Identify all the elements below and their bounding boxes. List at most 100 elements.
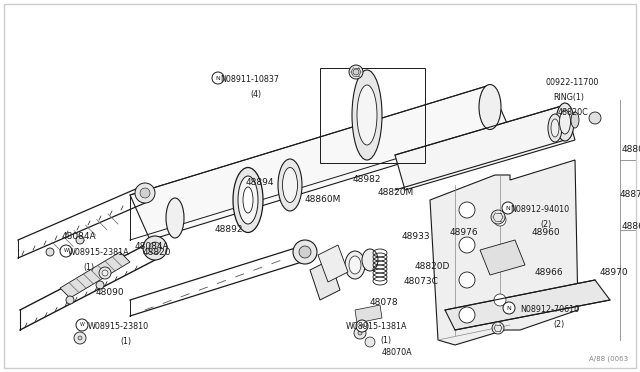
Ellipse shape [243,187,253,213]
Text: (2): (2) [540,220,551,229]
Text: (1): (1) [380,336,391,345]
Circle shape [356,320,368,332]
Text: 48860M: 48860M [305,195,341,204]
Text: 48870C: 48870C [620,190,640,199]
Ellipse shape [559,110,570,134]
Circle shape [491,210,505,224]
Text: 48892: 48892 [215,225,243,234]
Ellipse shape [233,167,263,232]
Text: 48860: 48860 [622,222,640,231]
Text: W08915-23810: W08915-23810 [88,322,149,331]
Circle shape [74,332,86,344]
Text: 48960: 48960 [532,228,561,237]
Text: 48078: 48078 [370,298,399,307]
Text: (4): (4) [250,90,261,99]
Text: 48090: 48090 [96,288,125,297]
Circle shape [365,337,375,347]
Circle shape [102,270,108,276]
Text: 48933: 48933 [402,232,431,241]
Text: 48820C: 48820C [558,108,589,117]
Circle shape [149,242,161,254]
Circle shape [459,272,475,288]
Circle shape [502,202,514,214]
Ellipse shape [479,84,501,129]
Circle shape [349,65,363,79]
Circle shape [494,214,506,226]
Circle shape [140,188,150,198]
Ellipse shape [357,85,377,145]
Bar [315,220,490,365]
Text: 48084A: 48084A [62,232,97,241]
Polygon shape [430,160,578,345]
Circle shape [494,294,506,306]
Polygon shape [395,105,575,190]
Text: (1): (1) [120,337,131,346]
Text: 48820: 48820 [143,248,172,257]
Circle shape [494,254,506,266]
Text: N: N [507,305,511,311]
Text: 48820M: 48820M [378,188,414,197]
Polygon shape [60,252,130,298]
Ellipse shape [551,119,559,137]
Ellipse shape [278,159,302,211]
Circle shape [459,307,475,323]
Ellipse shape [166,198,184,238]
Text: 48084A: 48084A [135,242,170,251]
Text: W08915-2381A: W08915-2381A [68,248,130,257]
Ellipse shape [238,176,258,224]
Ellipse shape [282,167,298,202]
Text: 48970: 48970 [600,268,628,277]
Circle shape [212,72,224,84]
Polygon shape [480,240,525,275]
Circle shape [46,248,54,256]
Text: 48820D: 48820D [415,262,451,271]
Ellipse shape [362,249,378,271]
Circle shape [96,281,104,289]
Text: 48982: 48982 [353,175,381,184]
Circle shape [459,202,475,218]
Circle shape [589,112,601,124]
Ellipse shape [352,70,382,160]
Polygon shape [445,280,610,330]
Bar [105,65,525,250]
Polygon shape [310,260,340,300]
Ellipse shape [548,114,562,142]
Text: N08912-94010: N08912-94010 [510,205,569,214]
Text: N: N [216,76,220,80]
Text: W08915-1381A: W08915-1381A [346,322,408,331]
Text: A/88 (0063: A/88 (0063 [589,356,628,362]
Text: W: W [79,323,84,327]
Circle shape [76,319,88,331]
Circle shape [492,322,504,334]
Circle shape [143,236,167,260]
Circle shape [60,245,72,257]
Circle shape [76,236,84,244]
Text: 48966: 48966 [535,268,564,277]
Ellipse shape [556,103,574,141]
Text: N: N [506,205,510,211]
Polygon shape [318,245,348,282]
Circle shape [66,296,74,304]
Circle shape [459,237,475,253]
Text: W: W [360,324,364,328]
Text: N08912-70610: N08912-70610 [520,305,579,314]
Text: 48976: 48976 [450,228,479,237]
Circle shape [354,327,366,339]
Circle shape [299,246,311,258]
Circle shape [293,240,317,264]
Text: N08911-10837: N08911-10837 [220,75,279,84]
Circle shape [78,336,82,340]
Ellipse shape [349,256,361,274]
Text: (1): (1) [83,263,94,272]
Text: RING(1): RING(1) [553,93,584,102]
Text: (2): (2) [553,320,564,329]
Text: 48805: 48805 [622,145,640,154]
Circle shape [358,331,362,335]
Polygon shape [130,85,510,240]
Circle shape [353,69,359,75]
Ellipse shape [571,112,579,128]
Bar [320,68,425,163]
Circle shape [135,183,155,203]
Ellipse shape [345,251,365,279]
Text: 48073C: 48073C [404,277,439,286]
